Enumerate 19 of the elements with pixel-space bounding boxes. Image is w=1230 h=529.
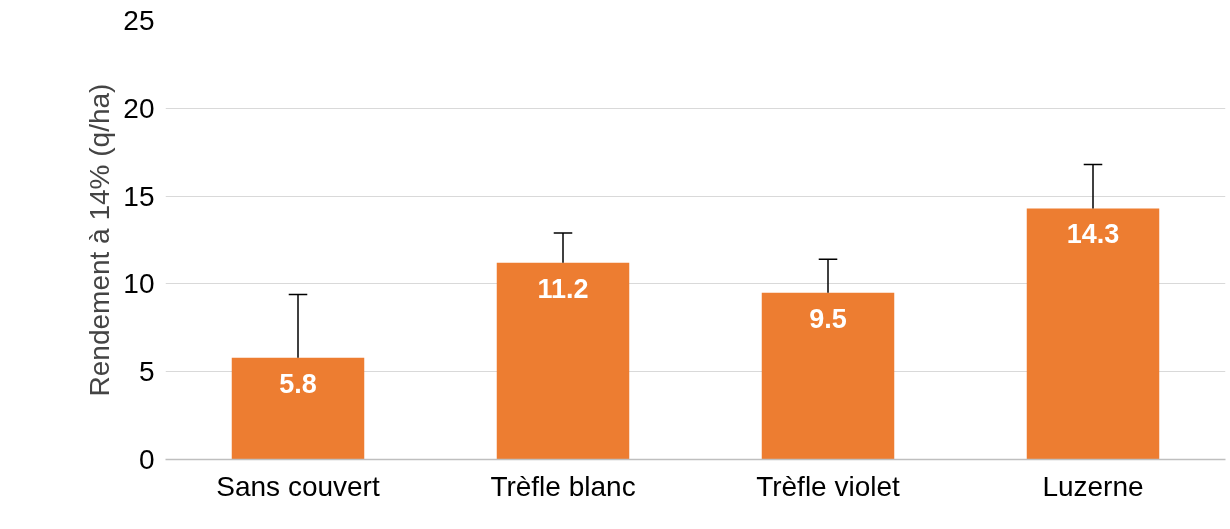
bar xyxy=(231,357,365,460)
data-label: 9.5 xyxy=(809,303,847,334)
x-tick-label: Trèfle blanc xyxy=(490,470,636,502)
y-tick-label: 0 xyxy=(138,444,155,475)
data-label: 11.2 xyxy=(537,273,589,304)
bar xyxy=(1026,208,1160,460)
y-tick-label: 25 xyxy=(123,5,155,36)
x-tick-label: Sans couvert xyxy=(216,470,380,502)
data-label: 5.8 xyxy=(279,368,317,399)
y-tick-label: 15 xyxy=(123,180,155,212)
data-label: 14.3 xyxy=(1066,219,1120,250)
y-tick-label: 20 xyxy=(123,92,155,124)
y-tick-label: 10 xyxy=(123,268,155,300)
x-tick-label: Trèfle violet xyxy=(756,470,901,502)
y-tick-label: 5 xyxy=(138,356,155,388)
bar xyxy=(496,262,630,460)
bar xyxy=(761,292,895,460)
x-tick-label: Luzerne xyxy=(1042,470,1144,502)
y-axis-title: Rendement à 14% (q/ha) xyxy=(84,83,116,397)
